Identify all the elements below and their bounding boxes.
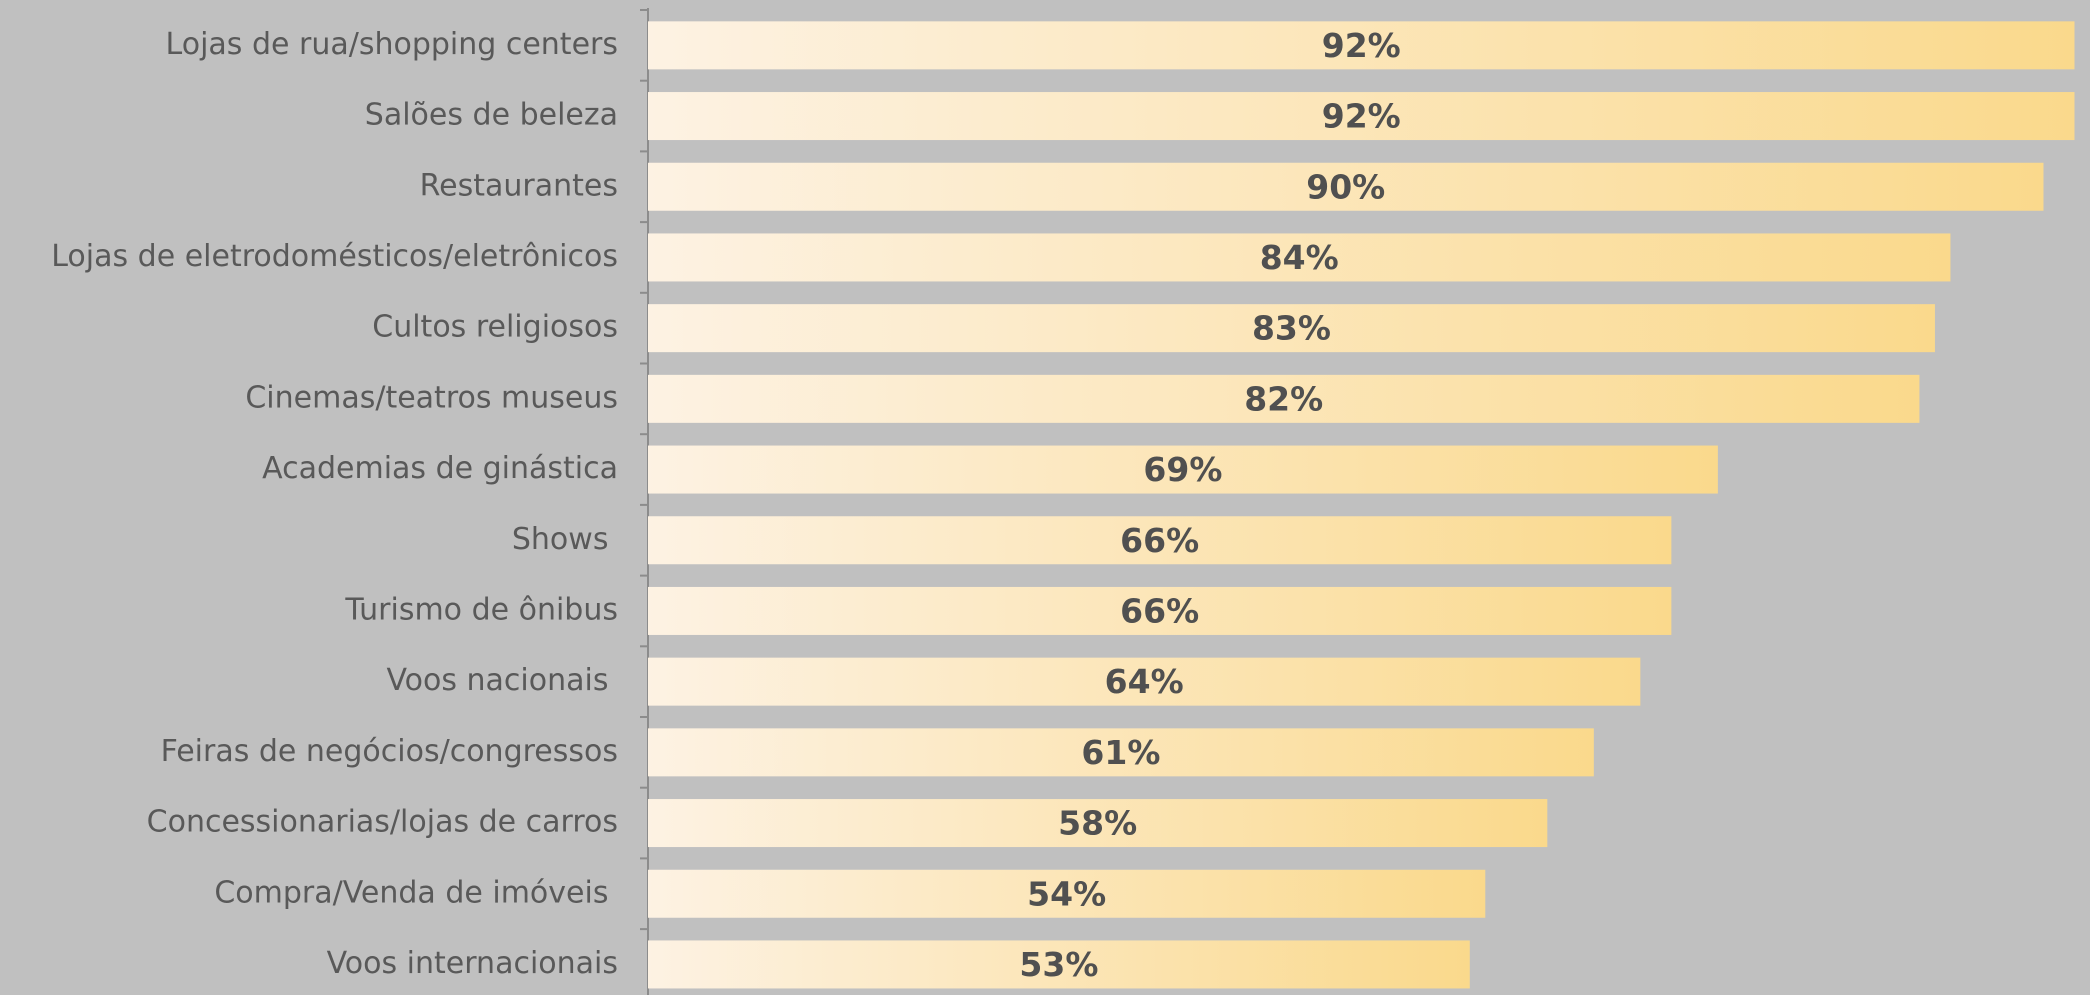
bar (648, 586, 1672, 635)
category-label: Voos internacionais (327, 946, 618, 981)
category-label: Feiras de negócios/congressos (161, 734, 618, 769)
bar (648, 657, 1641, 706)
value-label: 92% (1322, 97, 1401, 136)
value-label: 54% (1027, 874, 1106, 913)
value-label: 90% (1306, 167, 1385, 206)
bar (648, 92, 2075, 141)
category-label: Restaurantes (420, 168, 618, 203)
category-label: Cinemas/teatros museus (245, 380, 618, 415)
category-label: Academias de ginástica (262, 451, 618, 486)
bar (648, 728, 1594, 777)
category-label: Compra/Venda de imóveis (214, 875, 618, 910)
category-label: Lojas de eletrodomésticos/eletrônicos (51, 239, 618, 274)
value-label: 69% (1143, 450, 1222, 489)
value-label: 61% (1081, 733, 1160, 772)
category-label: Turismo de ônibus (344, 592, 618, 627)
value-label: 83% (1252, 309, 1331, 348)
value-label: 84% (1260, 238, 1339, 277)
bar (648, 21, 2075, 70)
category-label: Voos nacionais (386, 663, 618, 698)
bar (648, 516, 1672, 565)
bar (648, 869, 1486, 918)
category-label: Shows (512, 522, 618, 557)
category-label: Concessionarias/lojas de carros (147, 805, 618, 840)
bar (648, 304, 1935, 353)
category-label: Salões de beleza (365, 98, 618, 133)
value-label: 66% (1120, 521, 1199, 560)
value-label: 58% (1058, 804, 1137, 843)
value-label: 64% (1105, 662, 1184, 701)
bar (648, 233, 1951, 282)
value-label: 82% (1244, 379, 1323, 418)
bar (648, 162, 2044, 211)
bar (648, 940, 1470, 989)
category-label: Lojas de rua/shopping centers (166, 27, 618, 62)
value-label: 53% (1019, 945, 1098, 984)
bar (648, 799, 1548, 848)
category-label: Cultos religiosos (372, 310, 618, 345)
value-label: 92% (1322, 26, 1401, 65)
bar (648, 374, 1920, 423)
value-label: 66% (1120, 591, 1199, 630)
bar (648, 445, 1718, 494)
